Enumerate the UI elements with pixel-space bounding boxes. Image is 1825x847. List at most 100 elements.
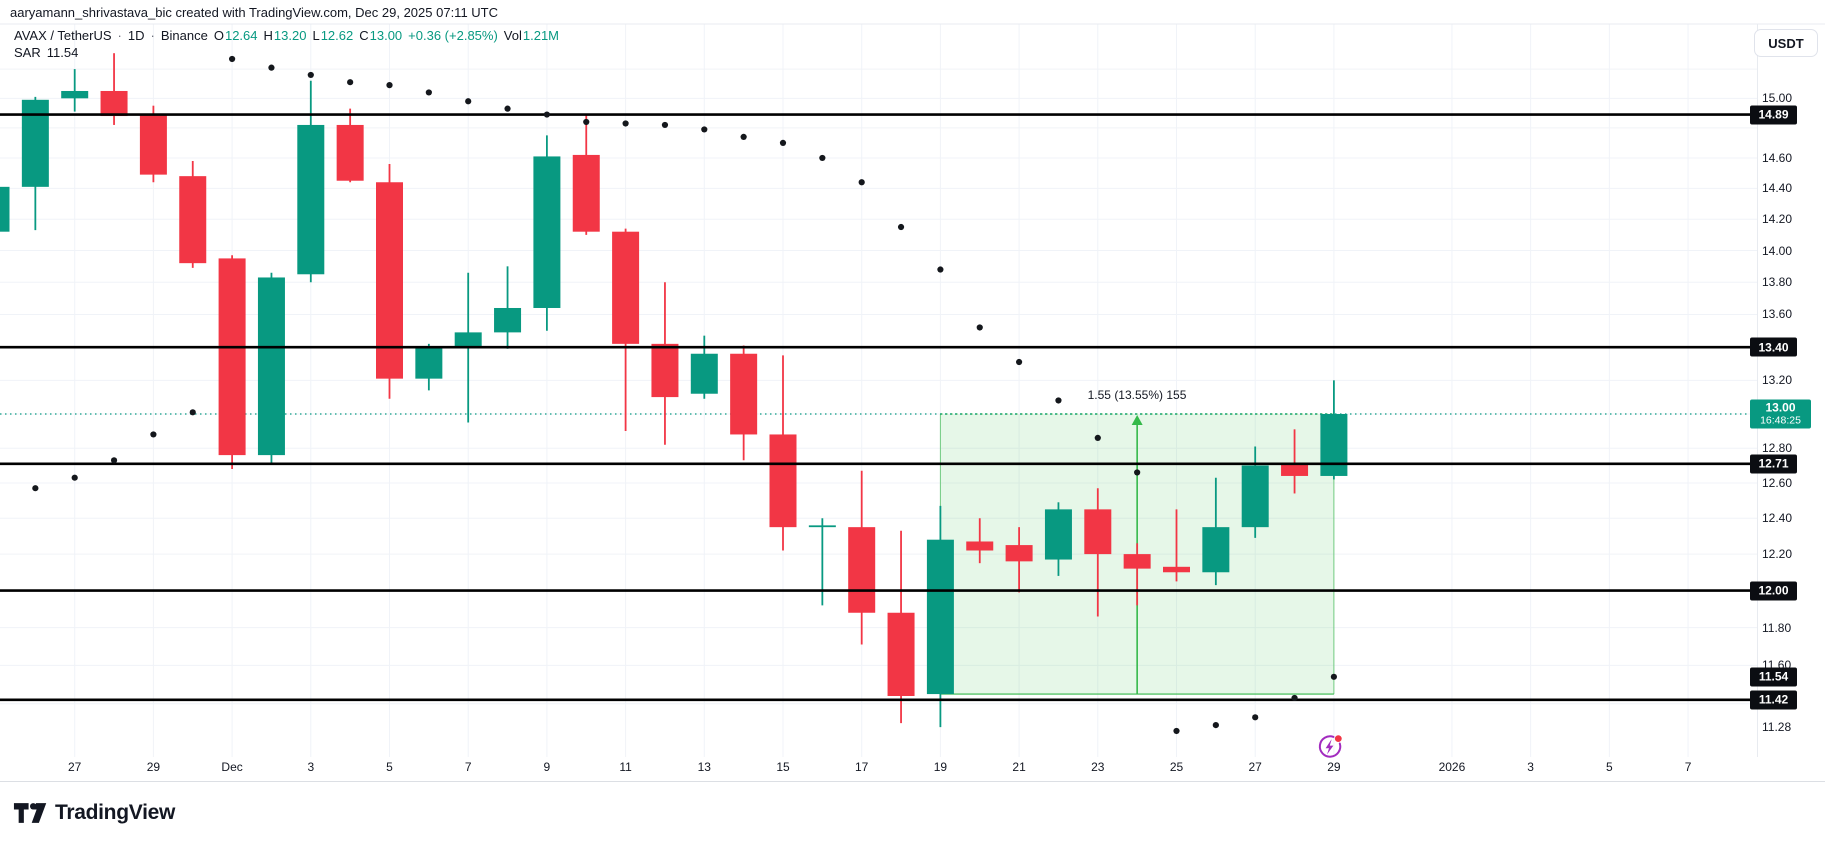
candle-body xyxy=(966,541,994,551)
candle-body xyxy=(769,434,797,528)
sar-dot xyxy=(897,223,905,231)
symbol-name[interactable]: AVAX / TetherUS xyxy=(14,28,112,43)
sar-dot xyxy=(858,179,865,186)
candle-body xyxy=(926,539,954,695)
level-price-label: 12.71 xyxy=(1750,454,1797,474)
time-tick-label: 11 xyxy=(619,760,632,774)
projection-arrow-head xyxy=(1131,415,1143,425)
indicator-name[interactable]: SAR xyxy=(14,45,41,60)
price-tick-label: 12.40 xyxy=(1762,511,1793,526)
candle-dec-26 xyxy=(1202,477,1230,586)
candle-body xyxy=(100,90,128,117)
exchange-name: Binance xyxy=(160,28,208,43)
time-tick-label: 15 xyxy=(776,760,790,774)
candle-nov-30 xyxy=(179,160,207,268)
tradingview-logo[interactable]: TradingView xyxy=(13,799,175,827)
candle-dec-9 xyxy=(533,135,561,331)
price-tick-label: 12.60 xyxy=(1762,475,1793,490)
time-tick-label: 29 xyxy=(146,760,161,774)
sar-dot xyxy=(1291,694,1298,702)
timeframe[interactable]: 1D xyxy=(127,28,145,43)
tradingview-logo-text: TradingView xyxy=(55,801,176,824)
indicator-value: 11.54 xyxy=(46,45,79,60)
candle-body xyxy=(1281,463,1309,476)
candle-dec-21 xyxy=(1005,527,1033,593)
price-tick-label: 14.20 xyxy=(1762,212,1793,227)
level-price-label: 13.40 xyxy=(1750,337,1797,357)
candle-dec-1 xyxy=(218,255,246,469)
sar-dot xyxy=(229,55,236,63)
time-tick-label: 7 xyxy=(464,760,472,774)
sar-dot xyxy=(1212,722,1219,729)
time-tick-label: 3 xyxy=(307,760,315,774)
time-tick-label: 5 xyxy=(386,760,393,774)
sar-dot xyxy=(465,98,472,105)
footer-bar: TradingView xyxy=(0,781,1825,847)
currency-button[interactable]: USDT xyxy=(1754,29,1818,57)
sar-dot xyxy=(307,71,314,79)
ohlc-low: L 12.62 xyxy=(312,28,354,43)
candle-nov-29 xyxy=(139,105,167,183)
sar-dot xyxy=(425,89,432,96)
level-price-label: 12.00 xyxy=(1750,581,1797,601)
legend-separator2: · xyxy=(150,28,155,43)
candle-nov-27 xyxy=(61,69,89,112)
price-tick-label: 13.20 xyxy=(1762,373,1793,388)
candle-body xyxy=(139,114,167,175)
time-tick-label: 5 xyxy=(1606,760,1613,774)
bar-countdown: 16:48:25 xyxy=(1760,414,1801,427)
price-axis[interactable] xyxy=(1757,24,1825,757)
candle-body xyxy=(1241,465,1269,528)
ohlc-open: O 12.64 xyxy=(213,28,258,43)
candle-dec-3 xyxy=(297,80,325,283)
time-tick-label: 27 xyxy=(68,760,82,774)
candle-body xyxy=(218,258,246,456)
candle-nov-28 xyxy=(100,53,128,125)
candle-body xyxy=(415,347,443,379)
time-tick-label: 27 xyxy=(1248,760,1262,774)
candle-body xyxy=(730,353,758,435)
candle-dec-27 xyxy=(1241,446,1269,538)
time-tick-label: 29 xyxy=(1327,760,1341,774)
candle-dec-14 xyxy=(730,345,758,461)
sar-dot xyxy=(819,154,826,162)
time-tick-label: Dec xyxy=(221,760,243,774)
current-price-value: 13.00 xyxy=(1765,400,1796,415)
sar-dot xyxy=(32,485,39,492)
sar-dot xyxy=(1016,358,1023,366)
sar-dot xyxy=(740,133,747,140)
candle-body xyxy=(1320,414,1348,476)
price-tick-label: 11.28 xyxy=(1762,720,1792,735)
sar-dot xyxy=(1055,397,1062,404)
notification-badge xyxy=(1334,735,1342,742)
price-tick-label: 12.20 xyxy=(1762,547,1793,562)
price-tick-label: 11.80 xyxy=(1762,620,1792,635)
sar-dot xyxy=(661,121,669,129)
chart-pane[interactable] xyxy=(0,0,1825,781)
candle-dec-28 xyxy=(1281,429,1309,494)
candle-nov-26 xyxy=(21,96,49,231)
sar-dot xyxy=(976,324,983,331)
sar-dot xyxy=(1134,469,1141,476)
level-price-label: 11.54 xyxy=(1750,667,1797,687)
flash-events-icon[interactable] xyxy=(1316,733,1344,761)
flash-circle xyxy=(1318,735,1342,758)
time-tick-label: 23 xyxy=(1091,760,1105,774)
time-tick-label: 3 xyxy=(1527,760,1534,774)
candle-body xyxy=(612,231,640,344)
candle-dec-19 xyxy=(926,505,954,728)
time-axis[interactable] xyxy=(0,757,1757,781)
lightning-bolt-icon xyxy=(1325,739,1334,755)
candle-dec-24 xyxy=(1123,543,1151,606)
candle-body xyxy=(297,124,325,275)
candle-dec-6 xyxy=(415,343,443,391)
candle-dec-13 xyxy=(690,335,718,399)
candle-dec-10 xyxy=(572,114,600,235)
projection-label[interactable]: 1.55 (13.55%) 155 xyxy=(1087,388,1187,402)
candle-body xyxy=(257,277,285,456)
candle-body xyxy=(1123,554,1151,569)
sar-dots xyxy=(32,55,1337,735)
candle-body xyxy=(21,99,49,187)
candle-dec-17 xyxy=(848,470,876,645)
